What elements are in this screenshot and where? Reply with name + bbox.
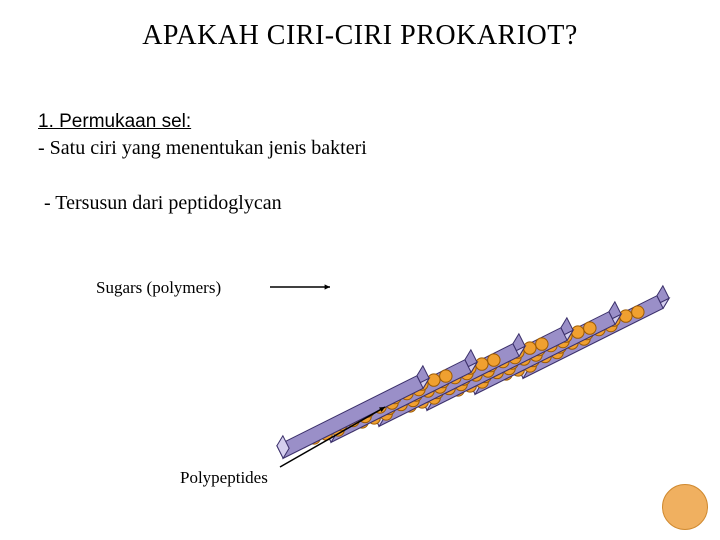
slide: APAKAH CIRI-CIRI PROKARIOT? 1. Permukaan… [0, 0, 720, 540]
label-sugars: Sugars (polymers) [96, 278, 221, 298]
section-line-1: - Satu ciri yang menentukan jenis bakter… [38, 137, 367, 159]
slide-title: APAKAH CIRI-CIRI PROKARIOT? [0, 20, 720, 52]
peptidoglycan-diagram [270, 232, 690, 492]
section-line-2: - Tersusun dari peptidoglycan [44, 192, 282, 215]
section-1: 1. Permukaan sel: - Satu ciri yang menen… [38, 108, 367, 161]
corner-accent-circle [662, 484, 708, 530]
section-heading: 1. Permukaan sel: [38, 111, 191, 132]
label-polypeptides: Polypeptides [180, 468, 268, 488]
